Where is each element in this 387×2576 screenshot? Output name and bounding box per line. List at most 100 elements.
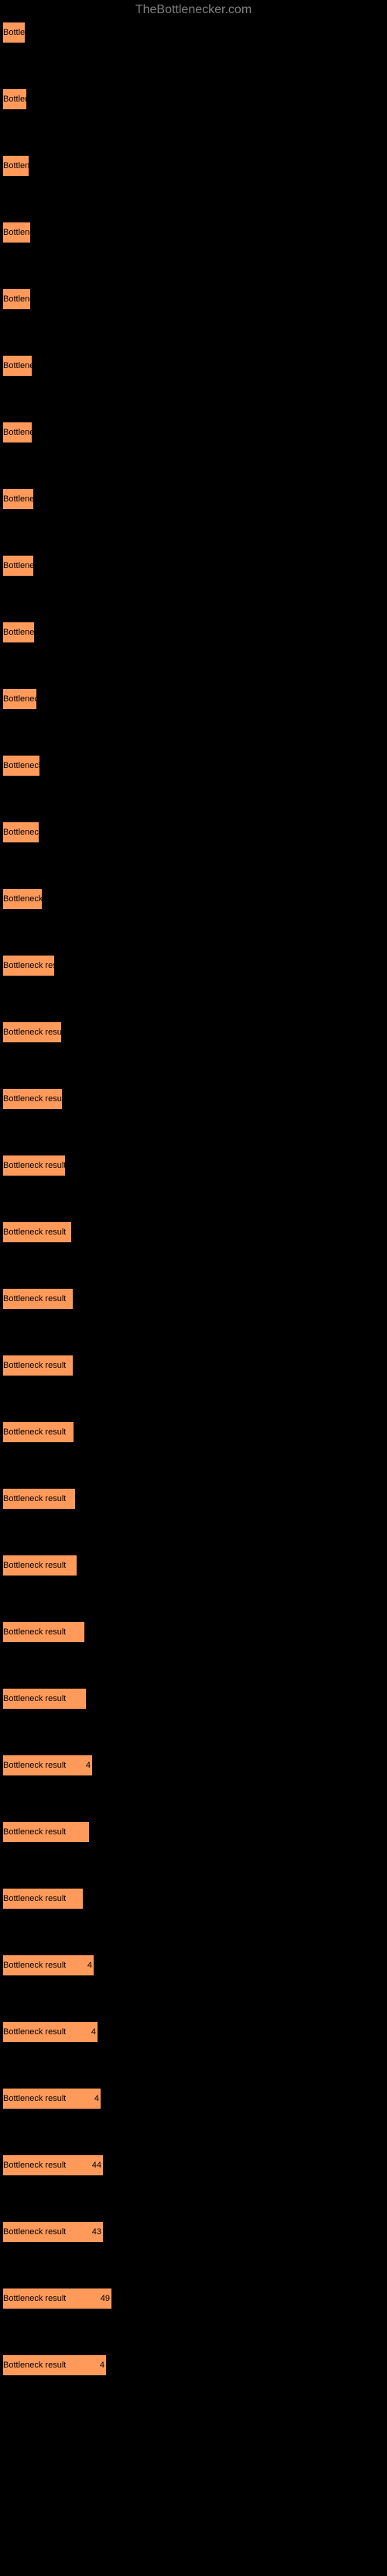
bar-label: Bottleneck result [3, 1694, 66, 1703]
bar: Bottleneck result 4 [2, 1954, 94, 1976]
bar: Bottleneck result 49 [2, 2288, 112, 2309]
site-title: TheBottlenecker.com [135, 3, 252, 16]
bar-row: Bottleneck result [2, 1555, 385, 1576]
bar-label: Bottleneck result [3, 1228, 66, 1237]
bar-row: Bottleneck res [2, 955, 385, 976]
bar-row: Bottleneck result [2, 1888, 385, 1910]
bar-label: Bottleneck result [3, 1028, 63, 1037]
bar-label: Bottleneck result [3, 1761, 66, 1770]
bar-value: 4 [87, 1961, 92, 1970]
bar: Bottleneck [2, 755, 40, 777]
bar: Bottlen [2, 155, 29, 177]
bar-row: Bottleneck result [2, 1355, 385, 1376]
bar-row: Bottleneck result [2, 1821, 385, 1843]
bar: Bottleneck result [2, 1021, 62, 1043]
bar-row: Bottleneck result 49 [2, 2288, 385, 2309]
bar-row: Bottleneck result [2, 1221, 385, 1243]
bar: Bottlene [2, 288, 31, 310]
bar-row: Bottleneck [2, 888, 385, 910]
page-header: TheBottlenecker.com [0, 0, 387, 20]
bar-label: Bottlene [3, 494, 34, 504]
bar-label: Bottlen [3, 161, 29, 170]
bar-row: Bottleneck result 44 [2, 2154, 385, 2176]
bar-label: Bottlene [3, 294, 32, 304]
bar-label: Bottleneck result [3, 2294, 66, 2303]
bar-value: 44 [92, 2161, 101, 2170]
bar-value: 4 [86, 1761, 91, 1770]
bar: Bottleneck result [2, 1555, 77, 1576]
bar-row: Bottlene [2, 355, 385, 377]
bar-label: Bottleneck result [3, 1361, 66, 1370]
bar: Bottleneck result [2, 1221, 72, 1243]
bar-label: Bottleneck result [3, 1961, 66, 1970]
bar-value: 49 [101, 2294, 110, 2303]
bar-row: Bottleneck result 43 [2, 2221, 385, 2243]
bar: Bottler [2, 88, 27, 110]
bar: Bottlene [2, 422, 33, 443]
bar-label: Bottleneck result [3, 2094, 66, 2103]
bar: Bottleneck result 4 [2, 2354, 107, 2376]
bar-row: Bottleneck result 4 [2, 1954, 385, 1976]
bar-row: Bottler [2, 88, 385, 110]
bar-chart: Bottle Bottler Bottlen Bottlene Bottlene Bott… [0, 22, 387, 2576]
bar: Bottlene [2, 222, 31, 243]
bar-label: Bottler [3, 95, 28, 104]
bar-row: Bottleneck result 4 [2, 1755, 385, 1776]
bar: Bottleneck result [2, 1621, 85, 1643]
bar-label: Bottleneck result [3, 2027, 66, 2037]
bar-row: Bottleneck result [2, 1488, 385, 1510]
bar-label: Bottleneck result [3, 1161, 66, 1170]
bar: Bottleneck result 4 [2, 2088, 101, 2109]
bar: Bottleneck result 4 [2, 1755, 93, 1776]
bar-value: 4 [91, 2027, 96, 2037]
bar-label: Bottlene [3, 361, 33, 370]
bar-row: Bottlene [2, 422, 385, 443]
bar-row: Bottleneck result [2, 1621, 385, 1643]
bar-label: Bottleneck result [3, 1427, 66, 1437]
bar-row: Bottlenec [2, 688, 385, 710]
bar-label: Bottleneck result [3, 2227, 66, 2237]
bar-row: Bottleneck result 4 [2, 2354, 385, 2376]
bar: Bottleneck result [2, 1421, 74, 1443]
bar: Bottlenec [2, 688, 37, 710]
bar: Bottleneck result 43 [2, 2221, 104, 2243]
bar-label: Bottleneck result [3, 2361, 66, 2370]
bar: Bottlene [2, 555, 34, 577]
bar: Bottlene [2, 355, 33, 377]
bar-row: Bottleneck result [2, 1288, 385, 1310]
bar-label: Bottlene [3, 228, 32, 237]
bar-value: 4 [94, 2094, 99, 2103]
bar-row: Bottlene [2, 555, 385, 577]
bar-row: Bottlene [2, 622, 385, 643]
bar-label: Bottleneck [3, 894, 43, 904]
bar: Bottlene [2, 622, 35, 643]
bar-row: Bottleneck result [2, 1421, 385, 1443]
bar: Bottleneck result [2, 1488, 76, 1510]
bar: Bottleneck result 44 [2, 2154, 104, 2176]
bar-row: Bottlene [2, 222, 385, 243]
bar: Bottleneck result [2, 1288, 74, 1310]
bar: Bottleneck result [2, 1155, 66, 1176]
bar: Bottleneck result [2, 1688, 87, 1710]
bar-row: Bottleneck resul [2, 1088, 385, 1110]
bar: Bottlene [2, 488, 34, 510]
bar: Bottlenec [2, 821, 39, 843]
bar-row: Bottleneck [2, 755, 385, 777]
bar-label: Bottleneck resul [3, 1094, 63, 1104]
bar-row: Bottlene [2, 288, 385, 310]
bar-value: 43 [92, 2227, 101, 2237]
bar-label: Bottleneck result [3, 2161, 66, 2170]
bar-label: Bottle [3, 28, 25, 37]
bar-label: Bottleneck res [3, 961, 56, 970]
bar-label: Bottleneck result [3, 1561, 66, 1570]
bar-row: Bottleneck result [2, 1155, 385, 1176]
bar-value: 4 [100, 2361, 104, 2370]
bar-row: Bottle [2, 22, 385, 43]
bar-row: Bottlenec [2, 821, 385, 843]
bar-row: Bottlen [2, 155, 385, 177]
bar-label: Bottleneck result [3, 1827, 66, 1837]
bar: Bottleneck result 4 [2, 2021, 98, 2043]
bar: Bottleneck result [2, 1355, 74, 1376]
bar-row: Bottlene [2, 488, 385, 510]
bar: Bottleneck result [2, 1888, 84, 1910]
